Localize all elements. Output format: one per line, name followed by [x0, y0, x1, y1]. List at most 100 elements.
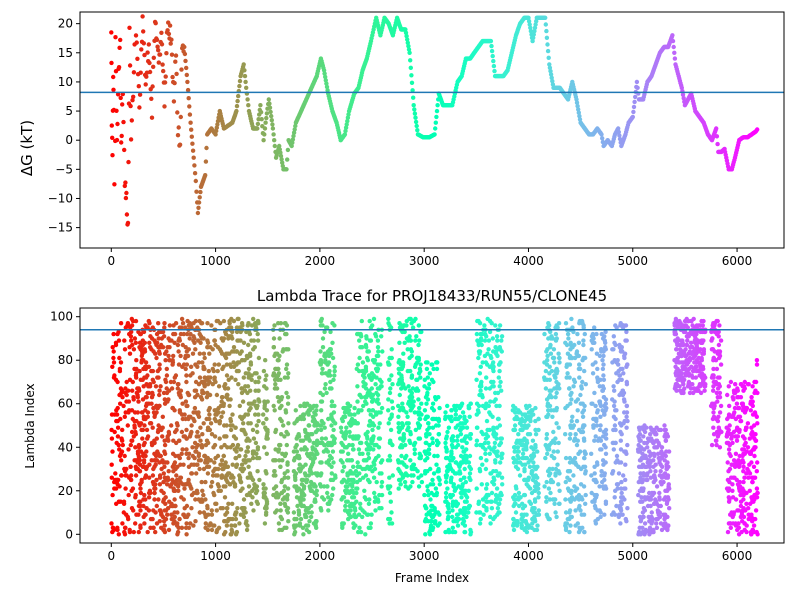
lambda-point	[347, 408, 351, 412]
lambda-point	[124, 467, 128, 471]
lambda-point	[218, 347, 222, 351]
lambda-point	[114, 502, 118, 506]
delta-g-point	[269, 114, 273, 118]
lambda-point	[567, 469, 571, 473]
lambda-point	[162, 465, 166, 469]
lambda-point	[328, 454, 332, 458]
delta-g-point	[673, 56, 677, 60]
lambda-point	[264, 436, 268, 440]
lambda-point	[461, 410, 465, 414]
lambda-point	[329, 415, 333, 419]
lambda-point	[447, 530, 451, 534]
lambda-point	[492, 449, 496, 453]
lambda-point	[170, 386, 174, 390]
lambda-point	[331, 378, 335, 382]
lambda-point	[304, 478, 308, 482]
lambda-point	[161, 415, 165, 419]
lambda-point	[611, 469, 615, 473]
lambda-point	[234, 449, 238, 453]
lambda-point	[284, 410, 288, 414]
lambda-point	[207, 417, 211, 421]
lambda-point	[456, 423, 460, 427]
lambda-point	[199, 497, 203, 501]
lambda-point	[488, 412, 492, 416]
lambda-point	[253, 389, 257, 393]
lambda-point	[278, 502, 282, 506]
lambda-point	[483, 452, 487, 456]
lambda-point	[373, 382, 377, 386]
delta-g-point	[264, 116, 268, 120]
lambda-point	[173, 460, 177, 464]
lambda-point	[200, 389, 204, 393]
lambda-point	[138, 347, 142, 351]
lambda-point	[380, 349, 384, 353]
lambda-point	[207, 412, 211, 416]
lambda-point	[493, 441, 497, 445]
lambda-point	[612, 415, 616, 419]
lambda-point	[302, 504, 306, 508]
lambda-point	[250, 373, 254, 377]
lambda-point	[212, 523, 216, 527]
delta-g-point	[242, 62, 246, 66]
delta-g-point	[112, 182, 116, 186]
lambda-point	[575, 332, 579, 336]
lambda-point	[282, 489, 286, 493]
lambda-point	[484, 495, 488, 499]
lambda-point	[545, 480, 549, 484]
lambda-point	[515, 523, 519, 527]
lambda-point	[241, 506, 245, 510]
lambda-point	[147, 402, 151, 406]
lambda-point	[618, 323, 622, 327]
lambda-point	[389, 510, 393, 514]
lambda-point	[299, 517, 303, 521]
lambda-point	[516, 432, 520, 436]
lambda-point	[413, 467, 417, 471]
lambda-point	[325, 484, 329, 488]
delta-g-point	[435, 109, 439, 113]
lambda-point	[330, 321, 334, 325]
lambda-point	[598, 354, 602, 358]
lambda-point	[512, 528, 516, 532]
lambda-point	[147, 341, 151, 345]
lambda-point	[487, 445, 491, 449]
lambda-point	[545, 432, 549, 436]
lambda-point	[356, 460, 360, 464]
lambda-point	[195, 430, 199, 434]
lambda-point	[195, 489, 199, 493]
lambda-point	[566, 362, 570, 366]
lambda-point	[176, 349, 180, 353]
lambda-point	[207, 352, 211, 356]
lambda-point	[165, 373, 169, 377]
lambda-point	[120, 521, 124, 525]
lambda-point	[424, 402, 428, 406]
lambda-point	[511, 408, 515, 412]
lambda-point	[484, 375, 488, 379]
lambda-point	[568, 432, 572, 436]
lambda-point	[340, 526, 344, 530]
lambda-point	[484, 436, 488, 440]
lambda-point	[264, 417, 268, 421]
lambda-point	[525, 439, 529, 443]
lambda-point	[179, 495, 183, 499]
lambda-point	[625, 443, 629, 447]
lambda-point	[229, 428, 233, 432]
lambda-point	[242, 375, 246, 379]
lambda-point	[263, 358, 267, 362]
delta-g-point	[192, 156, 196, 160]
lambda-point	[531, 439, 535, 443]
lambda-point	[624, 517, 628, 521]
lambda-point	[215, 408, 219, 412]
lambda-point	[386, 321, 390, 325]
lambda-point	[190, 471, 194, 475]
lambda-point	[145, 428, 149, 432]
lambda-point	[477, 349, 481, 353]
lambda-point	[340, 460, 344, 464]
lambda-point	[238, 476, 242, 480]
lambda-point	[553, 395, 557, 399]
lambda-point	[573, 489, 577, 493]
lambda-point	[271, 373, 275, 377]
lambda-point	[360, 369, 364, 373]
delta-g-point	[125, 212, 129, 216]
delta-g-point	[284, 167, 288, 171]
